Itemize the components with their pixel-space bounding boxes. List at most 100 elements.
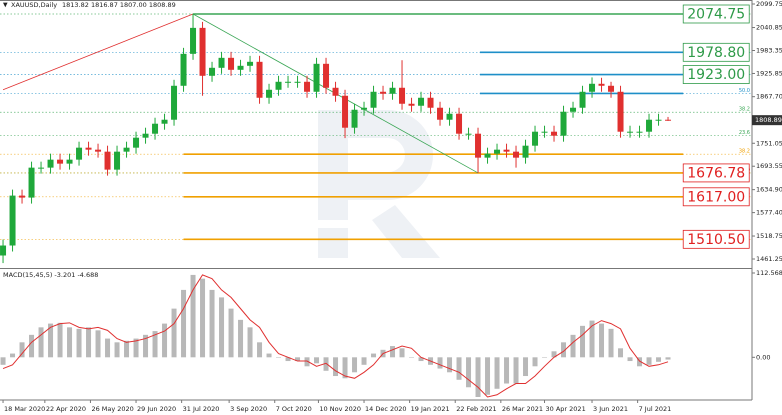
macd-bar [333,357,339,377]
fib-price-box [682,229,750,249]
candle-body [247,61,254,66]
last-price-label: 1808.89 [755,116,782,124]
x-tick-label: 26 May 2020 [91,405,133,413]
y-tick-label: 2040.85 [756,24,782,32]
candle-body [446,113,453,120]
macd-title: MACD(15,45,5) -3.201 -4.688 [3,271,98,279]
chart-title: XAUUSD,Daily [11,1,57,9]
candle-body [123,147,130,152]
macd-bar [542,357,548,358]
candle-body [180,53,187,86]
x-tick-label: 30 Apr 2021 [546,405,586,413]
x-tick-label: 31 Jul 2020 [183,405,220,413]
candle-body [361,107,368,110]
candle-body [399,87,406,104]
macd-bar [266,353,272,358]
candle-body [285,81,292,83]
candle-body [0,245,7,256]
candle-body [95,149,102,152]
candle-body [560,111,567,136]
macd-bar [342,357,348,379]
candle-body [237,65,244,70]
macd-bar [171,308,177,358]
y-tick-label: 1751.05 [756,139,782,147]
candle-body [627,131,634,133]
fib-price-box [682,187,750,207]
x-tick-label: 22 Feb 2021 [456,405,496,413]
fib-price-box [682,4,750,24]
candle-body [171,85,178,120]
candle-body [636,131,643,133]
fib-price-label: 1978.80 [687,45,745,61]
macd-bar [570,334,576,358]
macd-bar [504,357,510,384]
fib-price-label: 1923.00 [687,67,745,83]
y-tick-label: 1461.25 [756,255,782,263]
candle-body [418,97,425,106]
watermark [318,110,440,258]
macd-bar [124,340,130,358]
macd-bar [29,334,35,358]
candle-body [465,133,472,135]
macd-bar [513,357,519,384]
macd-bar [561,342,567,358]
macd-bar [67,327,73,358]
macd-bar [456,357,462,380]
macd-bar [551,351,557,358]
candle-body [228,57,235,70]
macd-panel [0,274,671,398]
quote: 1813.82 1816.87 1807.00 1808.89 [62,1,176,9]
candle-body [437,107,444,120]
candle-body [380,91,387,94]
candle-body [589,83,596,92]
y-tick-label: 1577.40 [756,209,782,217]
candle-body [522,145,529,158]
candle-body [76,147,83,160]
macd-bar [238,319,244,358]
x-tick-label: 10 Nov 2020 [319,405,361,413]
macd-bar [86,327,92,358]
candle-body [85,147,92,150]
candle-body [19,195,26,198]
price-panel: 100.02074.7576.01978.8061.81923.0050.038… [0,4,752,264]
macd-bar [485,357,491,395]
macd-bar [409,357,415,358]
candle-body [38,167,45,169]
candle-body [389,87,396,94]
macd-bar [38,327,44,358]
macd-bar [257,342,263,358]
candle-body [133,137,140,148]
candle-body [199,27,206,76]
fib-price-box [682,42,750,62]
macd-bar [19,342,25,358]
y-tick-label: 0.00 [756,353,770,361]
candle-body [351,109,358,128]
candle-body [475,133,482,158]
macd-bar [105,338,111,358]
macd-bar [48,323,54,358]
candle-body [275,81,282,90]
x-tick-label: 14 Dec 2020 [365,405,407,413]
fib-price-label: 2074.75 [687,6,745,22]
macd-bar [323,357,329,371]
macd-bar [0,357,6,365]
candle-body [323,63,330,88]
candle-body [532,131,539,146]
x-tick-label: 7 Jul 2021 [639,405,672,413]
y-tick-label: 1518.75 [756,232,782,240]
macd-bar [371,353,377,358]
macd-bar [532,357,538,367]
y-tick-label: 112.568 [756,269,782,277]
candle-body [551,131,558,136]
macd-bar [646,357,652,365]
macd-bar [114,342,120,358]
fib-price-label: 1510.50 [687,232,745,248]
candle-body [57,159,64,164]
macd-bar [152,331,158,358]
candle-body [190,27,197,54]
macd-bar [162,323,168,358]
macd-bar [133,338,139,358]
x-tick-label: 7 Oct 2020 [276,405,312,413]
macd-bar [247,327,253,358]
